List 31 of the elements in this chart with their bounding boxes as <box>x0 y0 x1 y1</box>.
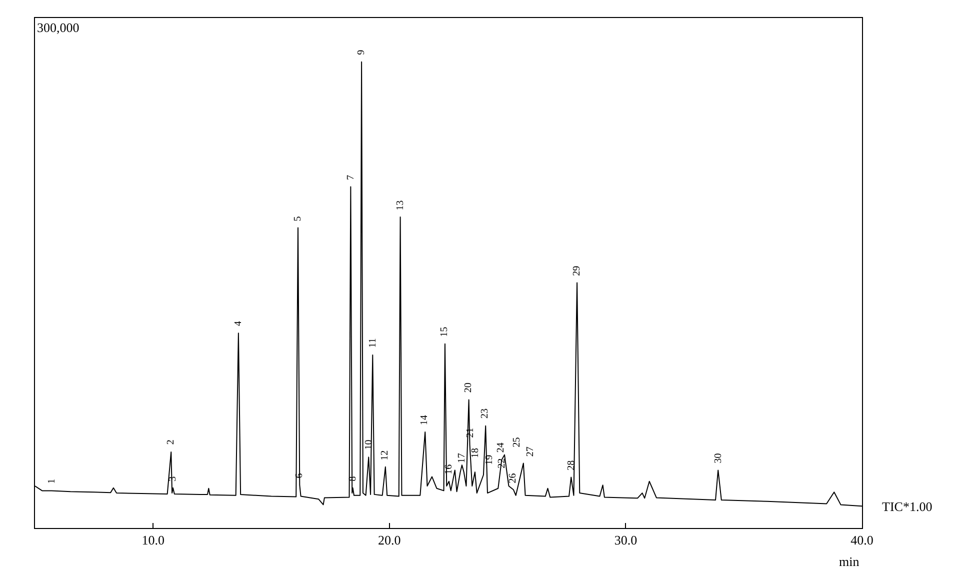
annotation: 18 <box>470 448 481 458</box>
text: TIC*1.00 <box>882 499 932 514</box>
annotation: 5 <box>292 216 304 222</box>
annotation: 23 <box>480 408 491 419</box>
x-tick-label: 40.0 <box>850 532 874 548</box>
annotation: 16 <box>444 464 455 474</box>
annotation: 25 <box>512 437 523 448</box>
annotation: 29 <box>571 266 582 276</box>
annotation: 17 <box>456 453 468 464</box>
x-axis-title: min <box>839 554 860 569</box>
x-tick-label: 20.0 <box>378 532 401 548</box>
annotation: 24 <box>496 442 507 453</box>
annotation: 26 <box>508 473 519 484</box>
annotation: 27 <box>525 446 536 457</box>
text: 300,000 <box>37 20 80 35</box>
annotation: 15 <box>439 326 450 337</box>
annotation: 20 <box>463 382 474 393</box>
x-tick-label: 10.0 <box>142 532 165 548</box>
annotation: 30 <box>712 453 724 464</box>
annotation: 3 <box>168 476 179 482</box>
annotation: 1 <box>46 478 58 484</box>
x-tick-label: 30.0 <box>614 532 638 548</box>
annotation: 4 <box>232 321 244 326</box>
annotation: 12 <box>379 450 390 460</box>
annotation: 13 <box>395 200 406 210</box>
annotation: 2 <box>166 440 177 445</box>
annotation: 9 <box>356 50 368 55</box>
annotation: 14 <box>419 415 430 426</box>
annotation: 11 <box>368 338 379 348</box>
annotation: 28 <box>566 460 577 470</box>
annotation: 7 <box>345 174 356 180</box>
